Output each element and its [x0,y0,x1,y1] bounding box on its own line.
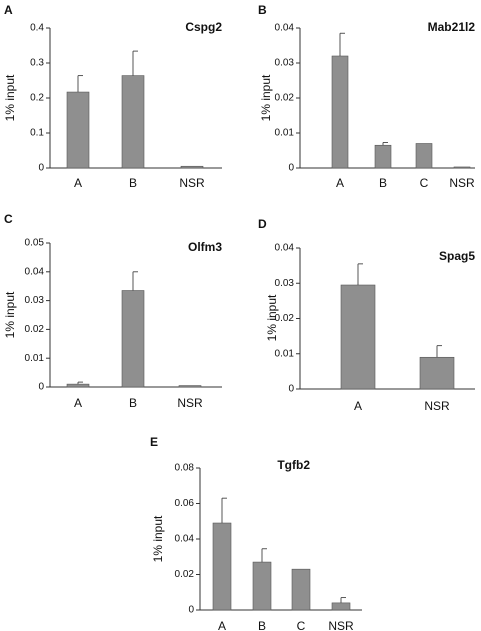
y-axis-label: 1% input [265,294,279,341]
bar-nsr [453,166,471,169]
y-tick-label: 0 [38,382,44,393]
bar-nsr [178,385,202,388]
chart-panel-d: D Spag5 1% input 0 0.01 0.02 0.03 0.04 A NSR [258,217,475,413]
y-tick-label: 0.03 [25,295,45,306]
y-tick-label: 0.03 [275,278,295,289]
chart-title: Tgfb2 [277,458,310,472]
chart-panel-e: E Tgfb2 1% input 0 0.02 0.04 0.06 0.08 A B C NSR [150,435,362,631]
panel-letter: A [4,3,13,17]
bar-nsr [331,602,351,611]
x-tick-label: A [74,396,82,410]
y-tick-label: 0.01 [25,353,45,364]
y-tick-label: 0.3 [30,58,44,69]
y-tick-label: 0.02 [275,313,295,324]
y-tick-label: 0 [38,163,44,174]
x-tick-label: A [336,176,344,190]
y-tick-label: 0.03 [275,58,295,69]
bar-b [252,561,272,611]
panel-letter: B [258,3,267,17]
y-tick-label: 0.02 [25,324,45,335]
y-tick-label: 0.08 [175,463,195,474]
x-tick-label: A [354,399,362,413]
bar-a [66,383,90,388]
bar-b [121,290,145,388]
chart-panel-c: C Olfm3 1% input 0 0.01 0.02 0.03 0.04 0.05 A B NSR [3,212,222,410]
y-tick-label: 0.02 [175,569,195,580]
y-tick-label: 0 [288,384,294,395]
chart-title: Mab21l2 [428,20,476,34]
bar-a [66,91,90,169]
x-tick-label: NSR [328,619,354,631]
y-tick-label: 0.04 [275,23,295,34]
y-axis-label: 1% input [259,74,273,121]
x-tick-label: NSR [424,399,450,413]
x-tick-label: C [420,176,429,190]
y-tick-label: 0.1 [30,128,44,139]
y-tick-label: 0.2 [30,93,44,104]
bar-c [415,143,433,169]
chart-title: Cspg2 [185,20,222,34]
x-tick-label: B [258,619,266,631]
x-tick-label: B [129,176,137,190]
y-tick-label: 0.04 [25,266,45,277]
x-tick-label: NSR [177,396,203,410]
x-tick-label: A [218,619,226,631]
x-tick-label: NSR [449,176,475,190]
bar-b [374,144,392,169]
x-tick-label: NSR [179,176,205,190]
panel-letter: D [258,217,267,231]
bar-nsr [419,356,455,390]
x-tick-label: C [297,619,306,631]
bar-a [212,522,232,611]
bar-nsr [180,165,204,169]
y-tick-label: 0.04 [275,243,295,254]
bar-a [331,55,349,169]
bar-b [121,75,145,169]
y-tick-label: 0 [188,605,194,616]
bar-a [340,284,376,390]
y-axis-label: 1% input [3,74,17,121]
x-tick-label: A [74,176,82,190]
y-tick-label: 0 [288,163,294,174]
y-tick-label: 0.01 [275,348,295,359]
y-tick-label: 0.02 [275,93,295,104]
y-axis-label: 1% input [151,515,165,562]
y-tick-label: 0.05 [25,238,45,249]
chart-title: Spag5 [439,249,475,263]
y-tick-label: 0.06 [175,498,195,509]
y-tick-label: 0.4 [30,23,44,34]
chart-title: Olfm3 [188,240,222,254]
x-tick-label: B [129,396,137,410]
y-tick-label: 0.04 [175,534,195,545]
bar-c [291,568,311,611]
chart-panel-b: B Mab21l2 1% input 0 0.01 0.02 0.03 0.04 A B C NSR [258,3,475,190]
panel-letter: C [4,212,13,226]
y-axis-label: 1% input [3,291,17,338]
y-tick-label: 0.01 [275,128,295,139]
chart-panel-a: A Cspg2 1% input 0 0.1 0.2 0.3 0.4 A B NSR [3,3,222,190]
x-tick-label: B [379,176,387,190]
panel-letter: E [150,435,158,449]
